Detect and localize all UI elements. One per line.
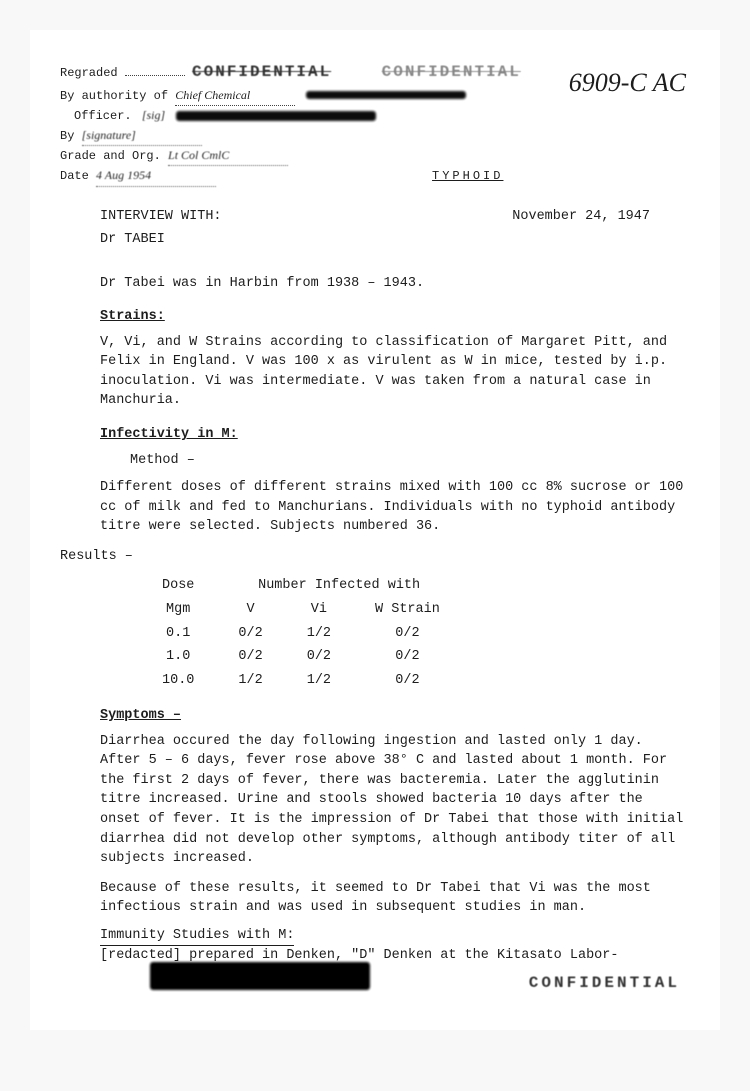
officer-signature: [sig] bbox=[139, 108, 165, 122]
results-table: Dose Number Infected with Mgm V Vi W Str… bbox=[140, 574, 462, 692]
intro-line: Dr Tabei was in Harbin from 1938 – 1943. bbox=[100, 274, 690, 294]
table-row: 10.0 1/2 1/2 0/2 bbox=[140, 669, 462, 693]
officer-label: Officer. bbox=[74, 107, 132, 126]
immunity-heading: Immunity Studies with M: bbox=[100, 926, 690, 947]
regraded-label: Regraded bbox=[60, 64, 118, 83]
cell-vi: 1/2 bbox=[285, 622, 353, 646]
cell-v: 1/2 bbox=[216, 669, 284, 693]
col-v: V bbox=[216, 598, 284, 622]
confidential-stamp-left: CONFIDENTIAL bbox=[192, 63, 331, 81]
table-row: 0.1 0/2 1/2 0/2 bbox=[140, 622, 462, 646]
authority-value: Chief Chemical bbox=[175, 86, 295, 106]
regrade-block: Regraded CONFIDENTIAL CONFIDENTIAL By au… bbox=[60, 60, 521, 187]
symptoms-heading: Symptoms – bbox=[100, 706, 690, 726]
regraded-value bbox=[125, 75, 185, 76]
infectivity-heading: Infectivity in M: bbox=[100, 425, 690, 445]
immunity-head-text: Immunity Studies with M: bbox=[100, 926, 294, 947]
col-group: Number Infected with bbox=[216, 574, 461, 598]
method-label: Method – bbox=[130, 451, 690, 471]
table-header-row-1: Dose Number Infected with bbox=[140, 574, 462, 598]
date-value: 4 Aug 1954 bbox=[96, 166, 216, 186]
grade-label: Grade and Org. bbox=[60, 147, 161, 166]
interview-date: November 24, 1947 bbox=[512, 207, 650, 227]
strains-heading: Strains: bbox=[100, 307, 690, 327]
interview-subject: Dr TABEI bbox=[100, 230, 690, 250]
cell-dose: 0.1 bbox=[140, 622, 216, 646]
cell-v: 0/2 bbox=[216, 645, 284, 669]
cell-w: 0/2 bbox=[353, 645, 462, 669]
symptoms-p2: Because of these results, it seemed to D… bbox=[100, 879, 690, 918]
cell-vi: 1/2 bbox=[285, 669, 353, 693]
cell-vi: 0/2 bbox=[285, 645, 353, 669]
strains-text: V, Vi, and W Strains according to classi… bbox=[100, 333, 690, 411]
by-value: [signature] bbox=[82, 126, 202, 146]
handwritten-id: 6909-C AC bbox=[569, 68, 686, 98]
cell-dose: 10.0 bbox=[140, 669, 216, 693]
cell-w: 0/2 bbox=[353, 669, 462, 693]
by-label: By bbox=[60, 127, 74, 146]
table-header-row-2: Mgm V Vi W Strain bbox=[140, 598, 462, 622]
cell-dose: 1.0 bbox=[140, 645, 216, 669]
doc-category: TYPHOID bbox=[432, 167, 503, 186]
symptoms-p1: Diarrhea occured the day following inges… bbox=[100, 732, 690, 869]
confidential-stamp-right: CONFIDENTIAL bbox=[382, 63, 521, 81]
grade-value: Lt Col CmlC bbox=[168, 146, 288, 166]
confidential-stamp-bottom: CONFIDENTIAL bbox=[529, 974, 680, 992]
authority-label: By authority of bbox=[60, 87, 168, 106]
col-dose: Dose bbox=[140, 574, 216, 598]
redaction-smudge-1 bbox=[306, 91, 466, 99]
interview-label: INTERVIEW WITH: bbox=[100, 207, 222, 227]
document-body: INTERVIEW WITH: November 24, 1947 Dr TAB… bbox=[60, 207, 690, 966]
cell-v: 0/2 bbox=[216, 622, 284, 646]
method-text: Different doses of different strains mix… bbox=[100, 478, 690, 537]
col-vi: Vi bbox=[285, 598, 353, 622]
document-page: 6909-C AC Regraded CONFIDENTIAL CONFIDEN… bbox=[30, 30, 720, 1030]
table-row: 1.0 0/2 0/2 0/2 bbox=[140, 645, 462, 669]
date-label: Date bbox=[60, 167, 89, 186]
col-dose-unit: Mgm bbox=[140, 598, 216, 622]
cell-w: 0/2 bbox=[353, 622, 462, 646]
bottom-redaction bbox=[150, 962, 370, 990]
results-label: Results – bbox=[60, 547, 690, 567]
col-w: W Strain bbox=[353, 598, 462, 622]
redaction-smudge-2 bbox=[176, 111, 376, 121]
